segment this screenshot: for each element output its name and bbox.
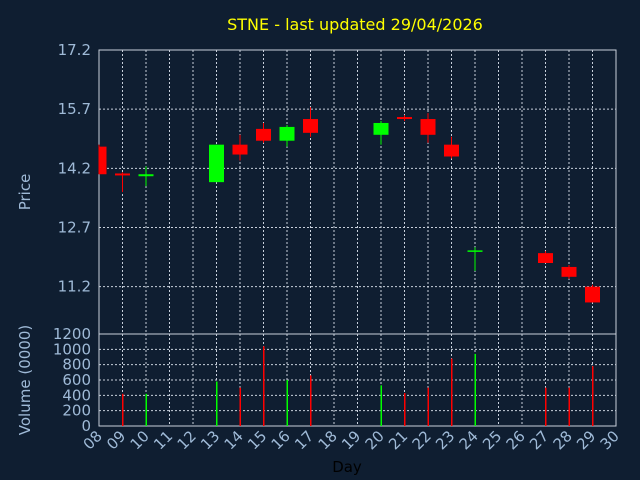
volume-bars (122, 346, 594, 426)
candle-body (279, 126, 295, 141)
candle (561, 264, 577, 279)
volume-bar (310, 375, 312, 426)
volume-bar (122, 393, 124, 426)
volume-bar (427, 387, 429, 426)
candle-body (303, 119, 318, 133)
candle (209, 144, 224, 183)
x-tick-label: 17 (291, 427, 317, 453)
x-tick-label: 16 (268, 427, 294, 453)
candle (279, 124, 295, 147)
volume-axis-label: Volume (0000) (16, 325, 34, 435)
candle (98, 144, 107, 175)
x-tick-label: 19 (338, 427, 364, 453)
price-y-ticks: 17.2 15.7 14.2 12.7 11.2 (58, 41, 91, 296)
volume-y-tick-label: 200 (62, 402, 91, 420)
x-tick-label: 27 (526, 427, 552, 453)
price-y-tick-label: 14.2 (58, 159, 91, 177)
candle (467, 247, 483, 271)
candle-body (397, 117, 412, 120)
candle-body (444, 144, 459, 157)
volume-bar (216, 381, 218, 426)
x-tick-label: 30 (597, 427, 623, 453)
price-panel: 17.2 15.7 14.2 12.7 11.2 Price (16, 41, 617, 335)
candle (303, 107, 318, 137)
candle-body (373, 122, 389, 135)
candle-body (138, 174, 154, 177)
x-tick-label: 21 (385, 427, 411, 453)
x-tick-label: 09 (103, 427, 129, 453)
volume-bar (263, 346, 265, 426)
price-y-tick-label: 15.7 (58, 100, 91, 118)
price-y-tick-label: 17.2 (58, 41, 91, 59)
candle-body (538, 253, 553, 263)
x-axis-ticks: 0809101112131415161718192021222324252627… (80, 427, 623, 453)
x-tick-label: 29 (573, 427, 599, 453)
x-tick-label: 26 (503, 427, 529, 453)
candle-body (209, 144, 224, 183)
volume-bar (568, 387, 570, 426)
volume-y-tick-label: 800 (62, 356, 91, 374)
candlesticks (98, 107, 600, 303)
volume-y-tick-label: 0 (81, 417, 91, 435)
volume-gridlines (99, 334, 616, 426)
candle-body (585, 286, 600, 303)
volume-bar (592, 366, 594, 426)
price-axis-label: Price (16, 174, 34, 211)
x-tick-label: 25 (479, 427, 505, 453)
x-tick-label: 12 (174, 427, 200, 453)
candle-body (420, 119, 436, 135)
chart-title: STNE - last updated 29/04/2026 (227, 15, 483, 34)
x-tick-label: 22 (409, 427, 435, 453)
candle (115, 172, 130, 192)
candle (256, 122, 271, 143)
x-tick-label: 15 (244, 427, 270, 453)
volume-y-tick-label: 1200 (53, 325, 91, 343)
candle-body (561, 266, 577, 277)
volume-bar (545, 387, 547, 426)
volume-bar (474, 353, 476, 426)
price-gridlines (99, 50, 616, 334)
candle-body (256, 128, 271, 141)
candle (538, 251, 553, 263)
volume-bar (404, 393, 406, 426)
candle (585, 284, 600, 303)
candle (138, 166, 154, 187)
x-tick-label: 10 (127, 427, 153, 453)
volume-bar (286, 380, 288, 426)
candle-body (115, 173, 130, 176)
volume-bar (451, 358, 453, 426)
candle (420, 113, 436, 143)
volume-y-tick-label: 1000 (53, 340, 91, 358)
x-tick-label: 23 (432, 427, 458, 453)
x-tick-label: 13 (197, 427, 223, 453)
x-tick-label: 18 (315, 427, 341, 453)
x-tick-label: 28 (550, 427, 576, 453)
price-y-tick-label: 11.2 (58, 278, 91, 296)
candle-body (467, 250, 483, 252)
volume-y-tick-label: 600 (62, 371, 91, 389)
candle (232, 134, 248, 161)
volume-bar (380, 385, 382, 426)
x-tick-label: 14 (221, 427, 247, 453)
x-axis-label: Day (332, 458, 362, 476)
candle-body (232, 144, 248, 155)
candle (397, 115, 412, 121)
x-tick-label: 11 (150, 427, 176, 453)
volume-bar (145, 393, 147, 426)
candle (444, 136, 459, 159)
volume-bar (239, 387, 241, 426)
price-y-tick-label: 12.7 (58, 219, 91, 237)
x-tick-label: 20 (362, 427, 388, 453)
volume-y-tick-label: 400 (62, 386, 91, 404)
candle (373, 121, 389, 145)
x-tick-label: 24 (456, 427, 482, 453)
candle-body (99, 146, 107, 175)
